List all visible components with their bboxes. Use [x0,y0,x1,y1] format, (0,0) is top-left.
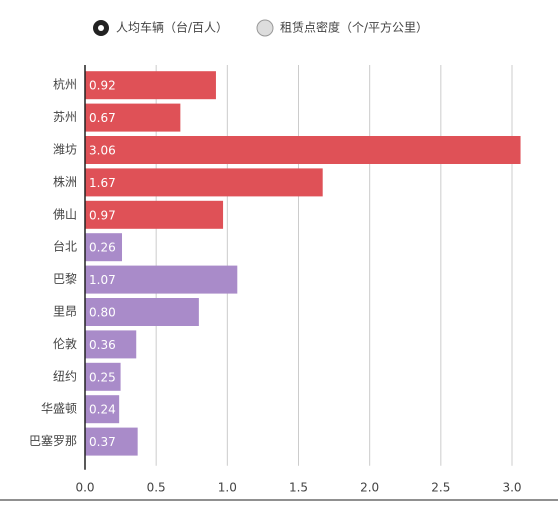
y-tick-label: 苏州 [53,110,77,124]
bar [85,71,216,100]
y-tick-label: 里昂 [53,305,77,319]
y-tick-label: 华盛顿 [41,401,77,416]
data-label: 0.37 [89,435,116,449]
bar [85,362,121,391]
x-tick-label: 0.0 [75,480,94,494]
data-label: 1.07 [89,273,116,287]
data-label: 0.25 [89,370,116,384]
bar [85,395,120,424]
y-tick-label: 巴黎 [53,272,77,286]
bar [85,168,323,197]
x-tick-label: 1.5 [289,480,308,494]
x-tick-label: 3.0 [502,480,521,494]
y-tick-label: 佛山 [53,207,77,221]
y-tick-label: 伦敦 [53,336,77,351]
legend-label[interactable]: 租赁点密度（个/平方公里） [280,20,428,35]
y-tick-label: 台北 [53,239,77,254]
bar [85,298,199,326]
data-label: 0.67 [89,111,116,125]
data-label: 0.92 [89,79,116,93]
y-tick-label: 纽约 [53,368,77,383]
bar [85,136,521,164]
data-label: 0.80 [89,306,116,320]
bar [85,103,181,132]
data-label: 0.36 [89,338,116,352]
data-label: 0.24 [89,403,116,417]
x-tick-label: 2.0 [360,480,379,494]
legend-marker-dot[interactable] [98,25,104,31]
x-tick-label: 1.0 [218,480,237,494]
bar [85,233,123,262]
data-label: 0.97 [89,208,116,222]
data-label: 0.26 [89,241,116,255]
bar [85,200,224,229]
y-tick-label: 株洲 [53,174,77,189]
data-label: 3.06 [89,144,116,158]
bar [85,330,137,359]
bar [85,427,138,456]
x-tick-label: 2.5 [431,480,450,494]
y-tick-label: 潍坊 [53,142,77,157]
data-label: 1.67 [89,176,116,190]
x-tick-label: 0.5 [147,480,166,494]
bar [85,265,238,294]
y-tick-label: 杭州 [53,77,77,92]
legend-label[interactable]: 人均车辆（台/百人） [116,20,228,35]
legend-marker[interactable] [256,19,274,37]
y-tick-label: 巴塞罗那 [29,433,77,448]
